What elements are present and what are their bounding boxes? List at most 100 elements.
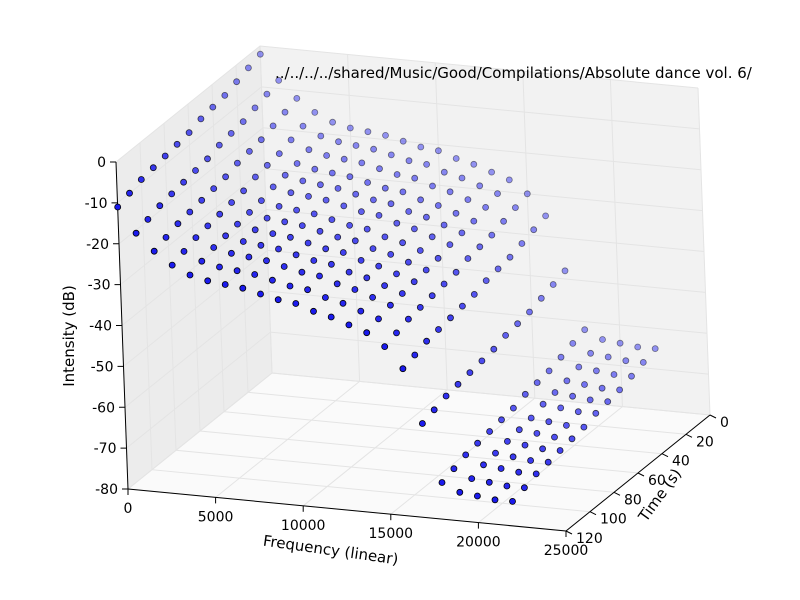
data-point — [610, 371, 618, 378]
data-point — [340, 202, 348, 210]
data-point — [239, 238, 247, 245]
y-tick — [589, 511, 597, 516]
data-point — [335, 138, 342, 146]
data-point — [428, 233, 436, 241]
data-point — [569, 392, 576, 400]
data-point — [281, 108, 289, 116]
data-point — [246, 208, 253, 216]
data-point — [442, 392, 450, 400]
data-point — [186, 208, 194, 216]
data-point — [434, 254, 442, 262]
data-point — [251, 226, 259, 234]
data-point — [245, 253, 253, 261]
data-point — [327, 260, 335, 268]
data-point — [545, 418, 553, 426]
y-tick-label: 120 — [576, 531, 603, 547]
data-point — [239, 284, 247, 292]
data-point — [293, 160, 301, 167]
y-tick-label: 80 — [624, 492, 642, 508]
data-point — [428, 292, 436, 300]
data-point — [416, 303, 424, 311]
data-point — [393, 270, 400, 278]
data-point — [287, 189, 295, 197]
data-point — [351, 237, 359, 245]
data-point — [387, 200, 395, 208]
data-point — [305, 192, 312, 200]
data-point — [557, 353, 565, 361]
data-point — [503, 437, 511, 445]
z-tick-label: -60 — [92, 400, 115, 416]
data-point — [545, 367, 553, 375]
data-point — [257, 197, 265, 205]
data-point — [317, 132, 325, 140]
data-point — [551, 389, 559, 396]
data-point — [251, 173, 259, 181]
data-point — [358, 159, 366, 167]
data-point — [204, 277, 212, 285]
data-point — [440, 168, 448, 176]
data-point — [233, 267, 241, 275]
data-point — [375, 211, 383, 219]
data-point — [399, 188, 407, 196]
data-point — [404, 258, 412, 266]
data-point — [370, 145, 378, 153]
data-point — [527, 414, 535, 422]
data-point — [222, 173, 230, 181]
data-point — [333, 280, 341, 288]
data-point — [530, 226, 538, 234]
data-point — [418, 420, 426, 427]
data-point — [423, 160, 431, 168]
data-point — [430, 406, 438, 414]
data-point — [434, 202, 442, 209]
data-point — [651, 345, 659, 353]
data-point — [557, 404, 565, 412]
data-point — [422, 213, 430, 221]
data-point — [369, 196, 377, 204]
data-point — [580, 423, 588, 431]
data-point — [161, 152, 169, 160]
data-point — [398, 290, 406, 297]
data-point — [512, 204, 519, 212]
data-point — [539, 400, 547, 408]
data-point — [490, 345, 498, 353]
data-point — [257, 290, 264, 298]
data-point — [263, 214, 271, 222]
z-axis-label: Intensity (dB) — [60, 285, 78, 387]
data-point — [245, 147, 253, 155]
data-point — [410, 278, 418, 286]
y-tick-label: 0 — [720, 415, 729, 431]
axis-lines — [110, 161, 717, 537]
data-point — [268, 276, 276, 284]
data-point — [375, 315, 382, 323]
data-point — [604, 398, 612, 406]
data-point — [144, 215, 152, 223]
data-point — [503, 482, 511, 490]
data-point — [375, 262, 383, 270]
data-point — [492, 449, 499, 457]
data-point — [505, 176, 513, 184]
data-point — [393, 171, 401, 178]
data-point — [537, 294, 545, 302]
data-point — [478, 357, 486, 365]
data-points — [114, 50, 659, 505]
data-point — [381, 233, 389, 241]
gridline-z — [120, 168, 703, 285]
data-point — [286, 282, 294, 290]
data-point — [435, 326, 442, 333]
data-point — [340, 155, 348, 163]
data-point — [292, 300, 300, 307]
x-tick-label: 10000 — [281, 518, 326, 534]
data-point — [639, 358, 647, 366]
data-point — [521, 484, 528, 492]
data-point — [494, 190, 501, 198]
data-point — [316, 227, 324, 235]
data-point — [556, 447, 564, 454]
data-point — [399, 137, 407, 145]
data-point — [239, 118, 247, 125]
tick-labels: 0 5000 10000 15000 20000 25000 0 20 40 60 80 100 120… — [85, 155, 729, 559]
data-point — [452, 155, 460, 162]
data-point — [327, 313, 335, 321]
data-point — [542, 212, 549, 220]
data-point — [526, 308, 533, 316]
data-point — [192, 167, 199, 174]
